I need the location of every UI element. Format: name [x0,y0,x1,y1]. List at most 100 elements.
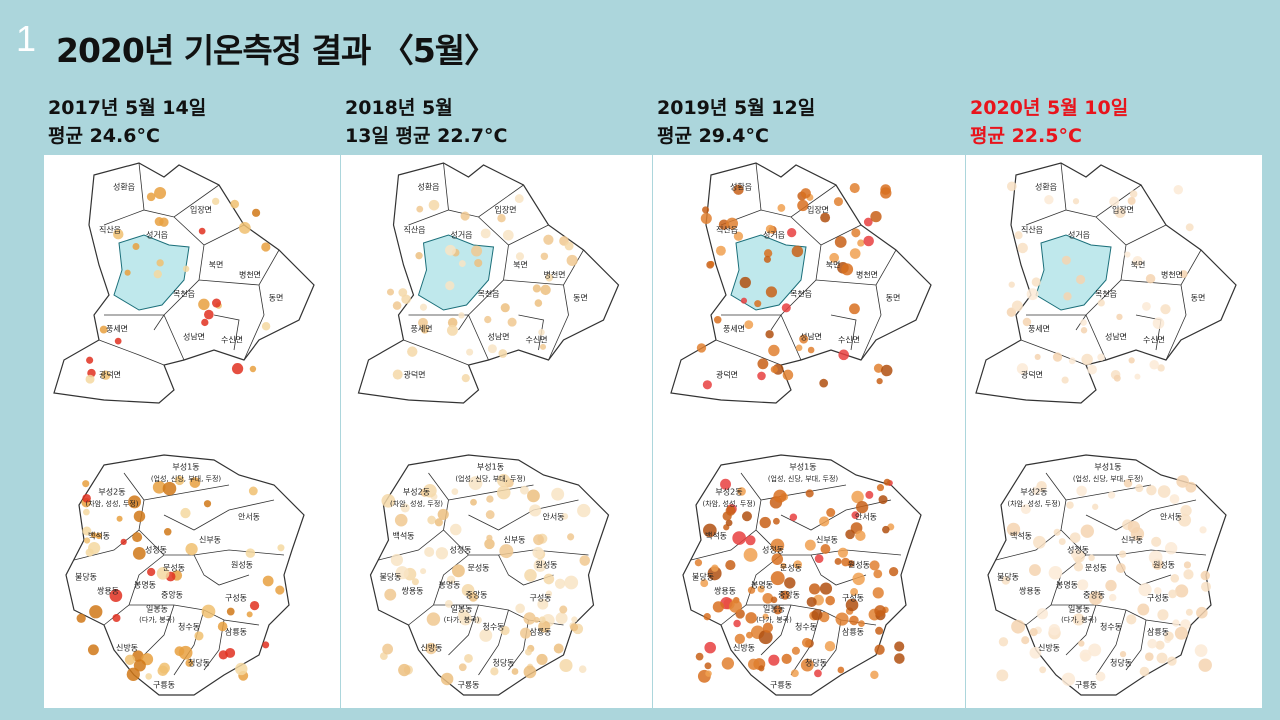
panel-heading: 2017년 5월 14일 평균 24.6°C [48,94,206,150]
sensor-dot [757,585,765,593]
panel-heading: 2018년 5월 13일 평균 22.7°C [345,94,507,150]
district-label: 풍세면 [106,324,128,334]
district-label: 불당동 [75,572,97,582]
sensor-dot [703,613,711,621]
heading-line: 2018년 5월 [345,97,453,119]
sensor-dot [1183,561,1192,569]
sensor-dot [1095,671,1106,682]
sensor-dot [1097,353,1105,361]
sensor-dot [1074,556,1082,564]
sensor-dot [525,648,532,656]
sensor-dot [1157,485,1171,498]
sensor-dot [819,378,829,388]
sensor-dot [1137,603,1150,616]
sensor-dot [571,616,578,623]
district-label: 광덕면 [716,370,738,380]
sensor-dot [1109,196,1120,207]
sensor-dot [474,258,483,268]
sensor-dot [458,260,466,268]
sensor-dot [194,631,204,641]
sensor-dot [874,644,885,655]
sensor-dot [1017,242,1028,254]
sensor-dot [559,658,573,673]
sensor-dot [1139,666,1150,677]
district-label: 부성2동 [98,488,125,497]
sensor-dot [1029,564,1041,576]
sensor-dot [1080,524,1094,538]
sensor-dot [261,242,271,252]
sensor-dot [1164,631,1174,641]
sensor-dot [564,241,574,251]
sensor-dot [124,269,131,276]
sensor-dot [780,590,790,600]
sensor-dot [551,487,565,501]
sensor-dot [87,644,99,656]
sensor-dot [532,284,541,293]
sensor-dot [849,615,859,626]
district-label: 성거읍 [1068,231,1090,240]
sensor-dot [435,547,449,560]
district-label: 직산읍 [1021,225,1043,235]
sensor-dot [1081,353,1093,366]
sensor-dot [777,204,786,212]
district-label: 북면 [513,260,528,270]
sensor-dot [747,586,756,594]
sensor-dot [1180,504,1192,517]
sensor-dot [154,187,167,200]
district-label: 병천면 [239,270,261,280]
map-panel: 성환읍 입장면 직산읍 성거읍 북면 병천면 목천읍 동면 풍세면 성남면 수신면 광덕면 부성1동 (업… [341,155,652,708]
district-label: 청수동 [795,623,817,632]
sensor-dot [570,623,579,632]
sensor-dot [189,477,201,488]
district-label: 성환읍 [730,182,752,192]
sensor-dot [82,526,92,536]
sensor-dot [855,530,866,541]
district-label: 청당동 [188,658,210,668]
sensor-dot [708,260,715,267]
sensor-dot [765,330,774,339]
sensor-dot [845,529,855,540]
sensor-dot [1157,364,1165,372]
sensor-dot [545,590,553,597]
sensor-dot [1170,573,1180,583]
sensor-dot [532,547,544,559]
sensor-dot [1061,255,1071,265]
sensor-dot [201,604,216,619]
sensor-dot [1066,501,1074,509]
sensor-dot [744,320,754,330]
sensor-dot [1052,352,1063,362]
sensor-dot [996,669,1009,682]
district-label: 원성동 [1153,561,1175,570]
district-label: 수신면 [838,335,860,345]
district-label: 문성동 [467,564,489,573]
sensor-dot [1109,593,1117,602]
sensor-dot [540,343,547,350]
district-label: 광덕면 [403,370,425,380]
sensor-dot [461,374,470,383]
upper-map-outline [53,162,315,404]
district-label: 안서동 [1160,512,1182,522]
sensor-dot [765,286,778,298]
sensor-dot [882,525,890,534]
district-label: 구성동 [529,594,551,603]
district-label: (차암, 성성, 두정) [85,499,138,508]
sensor-dot [1088,554,1095,562]
district-label: 병천면 [1161,270,1183,280]
sensor-dot [384,588,397,601]
sensor-dot [1053,528,1061,536]
sensor-dot [536,653,548,665]
district-label: (다가, 봉곡) [139,615,175,624]
upper-map-borders [715,162,897,366]
sensor-dot [725,519,733,527]
sensor-dot [826,508,836,518]
sensor-dot [1034,353,1041,360]
sensor-dot [1175,584,1189,598]
sensor-dot [248,486,258,496]
sensor-dot [485,510,495,519]
sensor-dot [809,583,821,595]
sensor-dot [1138,583,1152,597]
sensor-dot [703,523,717,538]
sensor-dot [538,620,551,633]
sensor-dot [704,641,716,654]
district-label: 봉명동 [1056,580,1078,590]
